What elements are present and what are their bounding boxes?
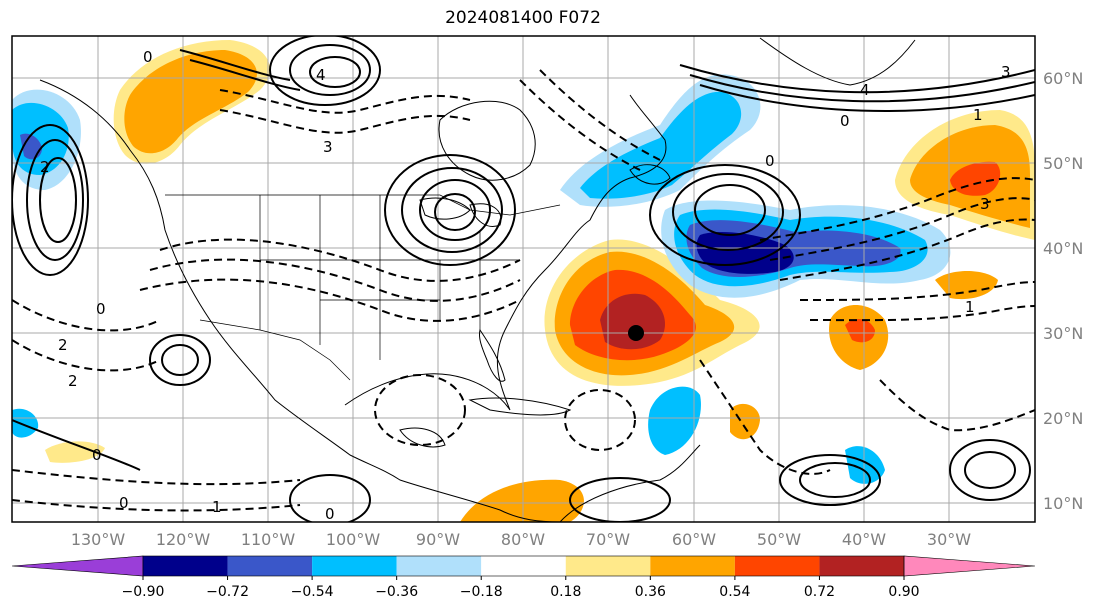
warm-anomaly-atlantic-east bbox=[730, 403, 760, 440]
lon-label-60w: 60°W bbox=[672, 530, 716, 549]
contour-label-0g: 0 bbox=[92, 446, 102, 464]
cold-anomaly-canada-2 bbox=[580, 91, 742, 199]
contour-label-minus2: 2 bbox=[58, 336, 68, 354]
contour-label-0b: 0 bbox=[96, 300, 106, 318]
cold-anomaly-pacific-small bbox=[12, 408, 39, 438]
colorbar-segment bbox=[312, 556, 397, 576]
colorbar-outline bbox=[142, 555, 905, 577]
colorbar-tick-label: 0.18 bbox=[550, 584, 581, 600]
lon-label-90w: 90°W bbox=[416, 530, 460, 549]
colorbar-extend-high bbox=[903, 555, 1036, 577]
colorbar-tick-label: −0.18 bbox=[460, 584, 503, 600]
contours bbox=[12, 36, 1035, 522]
gulf-coast bbox=[344, 94, 667, 411]
lat-label-40: 40°N bbox=[1043, 239, 1083, 258]
lon-label-40w: 40°W bbox=[842, 530, 886, 549]
colorbar-segment bbox=[481, 556, 566, 576]
latitude-labels: 60°N 50°N 40°N 30°N 20°N 10°N bbox=[1043, 69, 1083, 513]
colorbar-tick-label: 0.72 bbox=[804, 584, 835, 600]
colorbar-segment bbox=[227, 556, 313, 576]
lon-label-80w: 80°W bbox=[501, 530, 545, 549]
lon-label-50w: 50°W bbox=[757, 530, 801, 549]
colorbar-segment bbox=[565, 556, 651, 576]
warm-anomaly-atlantic-4 bbox=[600, 293, 665, 350]
colorbar-tick-label: −0.72 bbox=[206, 584, 249, 600]
lon-label-70w: 70°W bbox=[586, 530, 630, 549]
contour-label-3b: 3 bbox=[1001, 63, 1011, 81]
lon-label-100w: 100°W bbox=[326, 530, 381, 549]
contour-label-4: 4 bbox=[316, 66, 326, 84]
lon-label-120w: 120°W bbox=[156, 530, 211, 549]
colorbar-tick-label: −0.90 bbox=[122, 584, 165, 600]
state-lines bbox=[259, 195, 520, 360]
lat-label-20: 20°N bbox=[1043, 409, 1083, 428]
newfoundland bbox=[629, 164, 671, 185]
contour-label-1b: 1 bbox=[965, 298, 975, 316]
political-borders bbox=[165, 194, 561, 381]
colorbar-tick-label: −0.54 bbox=[291, 584, 334, 600]
contour-label-1: 1 bbox=[973, 106, 983, 124]
warm-anomaly-azores bbox=[935, 271, 998, 300]
colorbar-segment bbox=[819, 556, 904, 576]
negative-contours bbox=[12, 69, 1035, 512]
colorbar-segment bbox=[396, 556, 482, 576]
cold-anomaly-caribbean bbox=[648, 386, 701, 455]
positive-contours bbox=[12, 36, 1035, 522]
colorbar-tick-label: 0.90 bbox=[888, 584, 919, 600]
contour-label-3: 3 bbox=[323, 138, 333, 156]
colorbar-segment bbox=[734, 556, 820, 576]
contour-label-minus2b: 2 bbox=[68, 372, 78, 390]
contour-label-3c: 3 bbox=[980, 195, 990, 213]
lon-label-30w: 30°W bbox=[927, 530, 971, 549]
colorbar-tick-label: −0.36 bbox=[375, 584, 418, 600]
lon-label-110w: 110°W bbox=[241, 530, 296, 549]
warm-anomaly-subtropical-2 bbox=[845, 318, 875, 343]
contour-labels: 0 4 2 3 0 2 2 1 0 0 4 3 0 1 3 1 0 0 bbox=[40, 48, 1011, 523]
hudson-bay bbox=[438, 100, 536, 181]
lat-label-50: 50°N bbox=[1043, 154, 1083, 173]
contour-label-minus1: 1 bbox=[212, 498, 222, 516]
contour-label-2: 2 bbox=[40, 158, 50, 176]
greenland bbox=[759, 37, 916, 86]
lat-label-30: 30°N bbox=[1043, 324, 1083, 343]
colorbar-segment bbox=[650, 556, 735, 576]
longitude-labels: 130°W 120°W 110°W 100°W 90°W 80°W 70°W 6… bbox=[71, 530, 971, 549]
yucatan bbox=[399, 427, 446, 448]
warm-anomaly-gulf bbox=[460, 479, 584, 522]
us-mexico-border bbox=[199, 319, 351, 381]
warm-anomaly-nw-2 bbox=[124, 50, 257, 154]
colorbar-tick-label: 0.36 bbox=[635, 584, 666, 600]
contour-label-0f: 0 bbox=[325, 505, 335, 523]
map-frame bbox=[11, 35, 1036, 523]
cuba bbox=[468, 397, 572, 416]
storm-center-marker bbox=[628, 325, 644, 341]
map-title: 2024081400 F072 bbox=[445, 8, 601, 28]
lat-label-60: 60°N bbox=[1043, 69, 1083, 88]
cold-anomaly-mid-atlantic bbox=[845, 446, 885, 484]
contour-label-4b: 4 bbox=[860, 81, 870, 99]
contour-label-0: 0 bbox=[143, 48, 153, 66]
us-canada-border bbox=[165, 194, 561, 216]
contour-label-0d: 0 bbox=[765, 152, 775, 170]
contour-label-0c: 0 bbox=[119, 494, 129, 512]
north-america-coast bbox=[39, 79, 561, 522]
florida bbox=[479, 328, 506, 382]
lat-label-10: 10°N bbox=[1043, 494, 1083, 513]
colorbar-tick-label: 0.54 bbox=[719, 584, 750, 600]
south-america-north bbox=[559, 444, 701, 522]
colorbar-segment bbox=[143, 556, 228, 576]
graticule bbox=[12, 36, 1035, 522]
colorbar-extend-low bbox=[11, 555, 144, 577]
lon-label-130w: 130°W bbox=[71, 530, 126, 549]
contour-label-0e: 0 bbox=[840, 112, 850, 130]
colorbar: −0.90 −0.72 −0.54 −0.36 −0.18 0.18 0.36 0.54 0.7… bbox=[11, 555, 1036, 600]
warm-anomaly-pacific-small bbox=[45, 441, 105, 463]
cold-anomaly-atlantic-4 bbox=[696, 231, 794, 274]
